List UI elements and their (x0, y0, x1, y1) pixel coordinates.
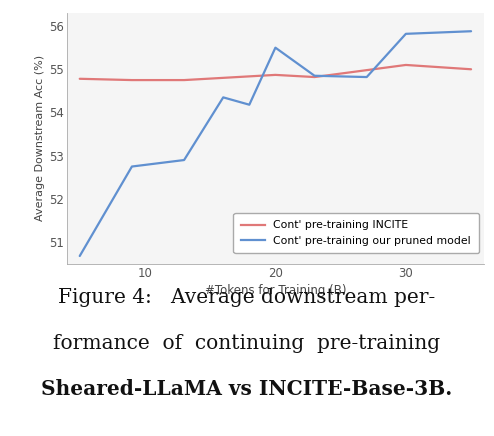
Text: Figure 4:   Average downstream per-: Figure 4: Average downstream per- (58, 288, 436, 307)
Legend: Cont' pre-training INCITE, Cont' pre-training our pruned model: Cont' pre-training INCITE, Cont' pre-tra… (233, 213, 479, 253)
Text: Sheared-LLaMA vs INCITE-Base-3B.: Sheared-LLaMA vs INCITE-Base-3B. (41, 379, 453, 399)
X-axis label: #Tokens for Training (B): #Tokens for Training (B) (205, 284, 346, 297)
Text: formance  of  continuing  pre-training: formance of continuing pre-training (53, 334, 441, 353)
Y-axis label: Average Downstream Acc (%): Average Downstream Acc (%) (35, 55, 45, 221)
